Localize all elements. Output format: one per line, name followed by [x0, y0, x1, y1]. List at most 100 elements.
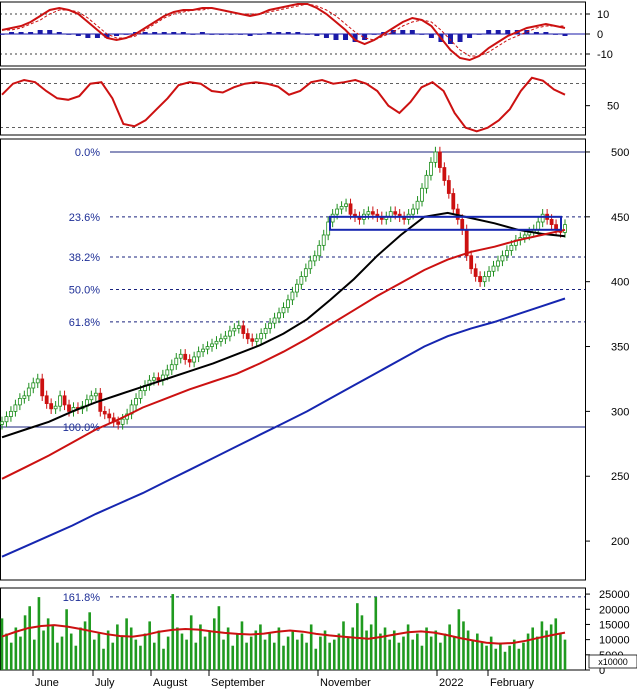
volume-bar — [466, 630, 470, 670]
macd-histogram-bar — [228, 34, 234, 35]
volume-bar — [254, 630, 258, 670]
price-candle-body — [281, 307, 286, 314]
volume-bar — [485, 645, 488, 670]
volume-bar — [231, 645, 235, 670]
price-candle-body — [67, 404, 71, 412]
macd-tick-label: 10 — [597, 9, 609, 21]
volume-bar — [143, 633, 147, 670]
price-candle-body — [31, 382, 36, 389]
macd-histogram-bar — [37, 30, 43, 34]
volume-bar — [416, 633, 419, 670]
volume-bar — [429, 636, 433, 670]
volume-bar — [134, 639, 138, 670]
price-candle-body — [321, 234, 326, 246]
fibonacci-label: 161.8% — [63, 592, 101, 604]
volume-bar — [563, 639, 567, 670]
x-tick-label: 2022 — [439, 677, 463, 689]
macd-histogram-bar — [123, 34, 129, 35]
volume-tick-label: 15000 — [599, 619, 630, 631]
price-candle-body — [174, 357, 179, 366]
volume-bar — [222, 639, 225, 670]
price-candle-body — [460, 219, 465, 231]
macd-histogram-bar — [371, 34, 377, 35]
volume-bar — [356, 603, 359, 670]
macd-histogram-bar — [276, 32, 282, 34]
volume-bar — [203, 636, 207, 670]
macd-histogram-bar — [543, 32, 549, 34]
price-candle-body — [102, 410, 107, 415]
stochastic-panel: 50 — [0, 68, 619, 136]
volume-bar — [411, 639, 415, 670]
volume-bar — [83, 621, 87, 670]
volume-tick-label: 20000 — [599, 604, 630, 616]
price-candle-body — [446, 180, 451, 194]
volume-bar — [323, 630, 327, 670]
volume-bar — [176, 627, 179, 670]
x-axis: June July August September November 2022 Febru… — [32, 670, 535, 689]
price-candle-body — [89, 395, 94, 401]
price-candle-body — [348, 203, 353, 215]
price-candle-body — [411, 208, 415, 215]
volume-bar — [88, 612, 91, 670]
volume-bar — [559, 633, 562, 670]
volume-bar — [111, 642, 115, 670]
volume-bar — [5, 633, 8, 670]
macd-histogram-bar — [180, 32, 186, 34]
macd-histogram-bar — [409, 30, 415, 34]
macd-histogram-bar — [104, 34, 110, 38]
price-candle-body — [227, 330, 232, 337]
volume-bar — [300, 633, 304, 670]
volume-bar — [554, 618, 558, 670]
price-candle-body — [415, 200, 420, 210]
volume-bar — [199, 624, 202, 670]
price-candle-body — [549, 219, 554, 226]
stochastic-line — [1, 76, 566, 133]
price-candle-body — [58, 395, 62, 407]
price-candle-body — [505, 250, 509, 257]
volume-bar — [166, 636, 170, 670]
volume-bar — [56, 642, 59, 670]
macd-histogram-bar — [495, 30, 501, 34]
price-candle-body — [22, 395, 27, 399]
price-candle-body — [192, 356, 197, 363]
volume-bar — [346, 636, 350, 670]
price-candle-body — [299, 276, 304, 285]
volume-bar — [351, 627, 355, 670]
price-candle-body — [491, 265, 496, 272]
volume-unit-box — [588, 654, 637, 669]
volume-bar — [439, 642, 442, 670]
price-candle-body — [17, 398, 22, 406]
fibonacci-label: 61.8% — [69, 317, 100, 329]
price-tick-label: 250 — [611, 471, 629, 483]
price-candle-body — [196, 351, 201, 358]
volume-bar — [212, 618, 216, 670]
price-tick-label: 200 — [611, 536, 629, 548]
macd-histogram-bar — [533, 32, 539, 34]
macd-histogram-bar — [552, 34, 558, 35]
fibonacci-label: 100.0% — [63, 422, 101, 434]
macd-histogram-bar — [209, 34, 215, 35]
macd-histogram-bar — [343, 34, 349, 40]
price-candle-body — [469, 255, 474, 270]
volume-bar — [402, 636, 405, 670]
volume-bar — [92, 639, 96, 670]
volume-bar — [19, 636, 22, 670]
price-candle-body — [138, 390, 143, 399]
price-candle-body — [496, 260, 500, 267]
volume-bar — [531, 627, 534, 670]
volume-tick-label: 10000 — [599, 635, 630, 647]
volume-bar — [540, 621, 544, 670]
macd-histogram-bar — [419, 34, 425, 35]
price-tick-label: 500 — [611, 147, 629, 159]
price-candle-body — [49, 403, 54, 410]
price-candle-body — [473, 268, 478, 277]
price-candle-body — [93, 392, 98, 397]
volume-bar — [328, 642, 331, 670]
moving-average-short-line — [1, 211, 566, 439]
volume-bar — [503, 651, 507, 670]
volume-bar — [522, 642, 525, 670]
price-candle-body — [236, 325, 241, 329]
price-candle-body — [35, 378, 40, 384]
macd-histogram-bar — [238, 34, 244, 35]
moving-average-long-line — [1, 297, 566, 558]
